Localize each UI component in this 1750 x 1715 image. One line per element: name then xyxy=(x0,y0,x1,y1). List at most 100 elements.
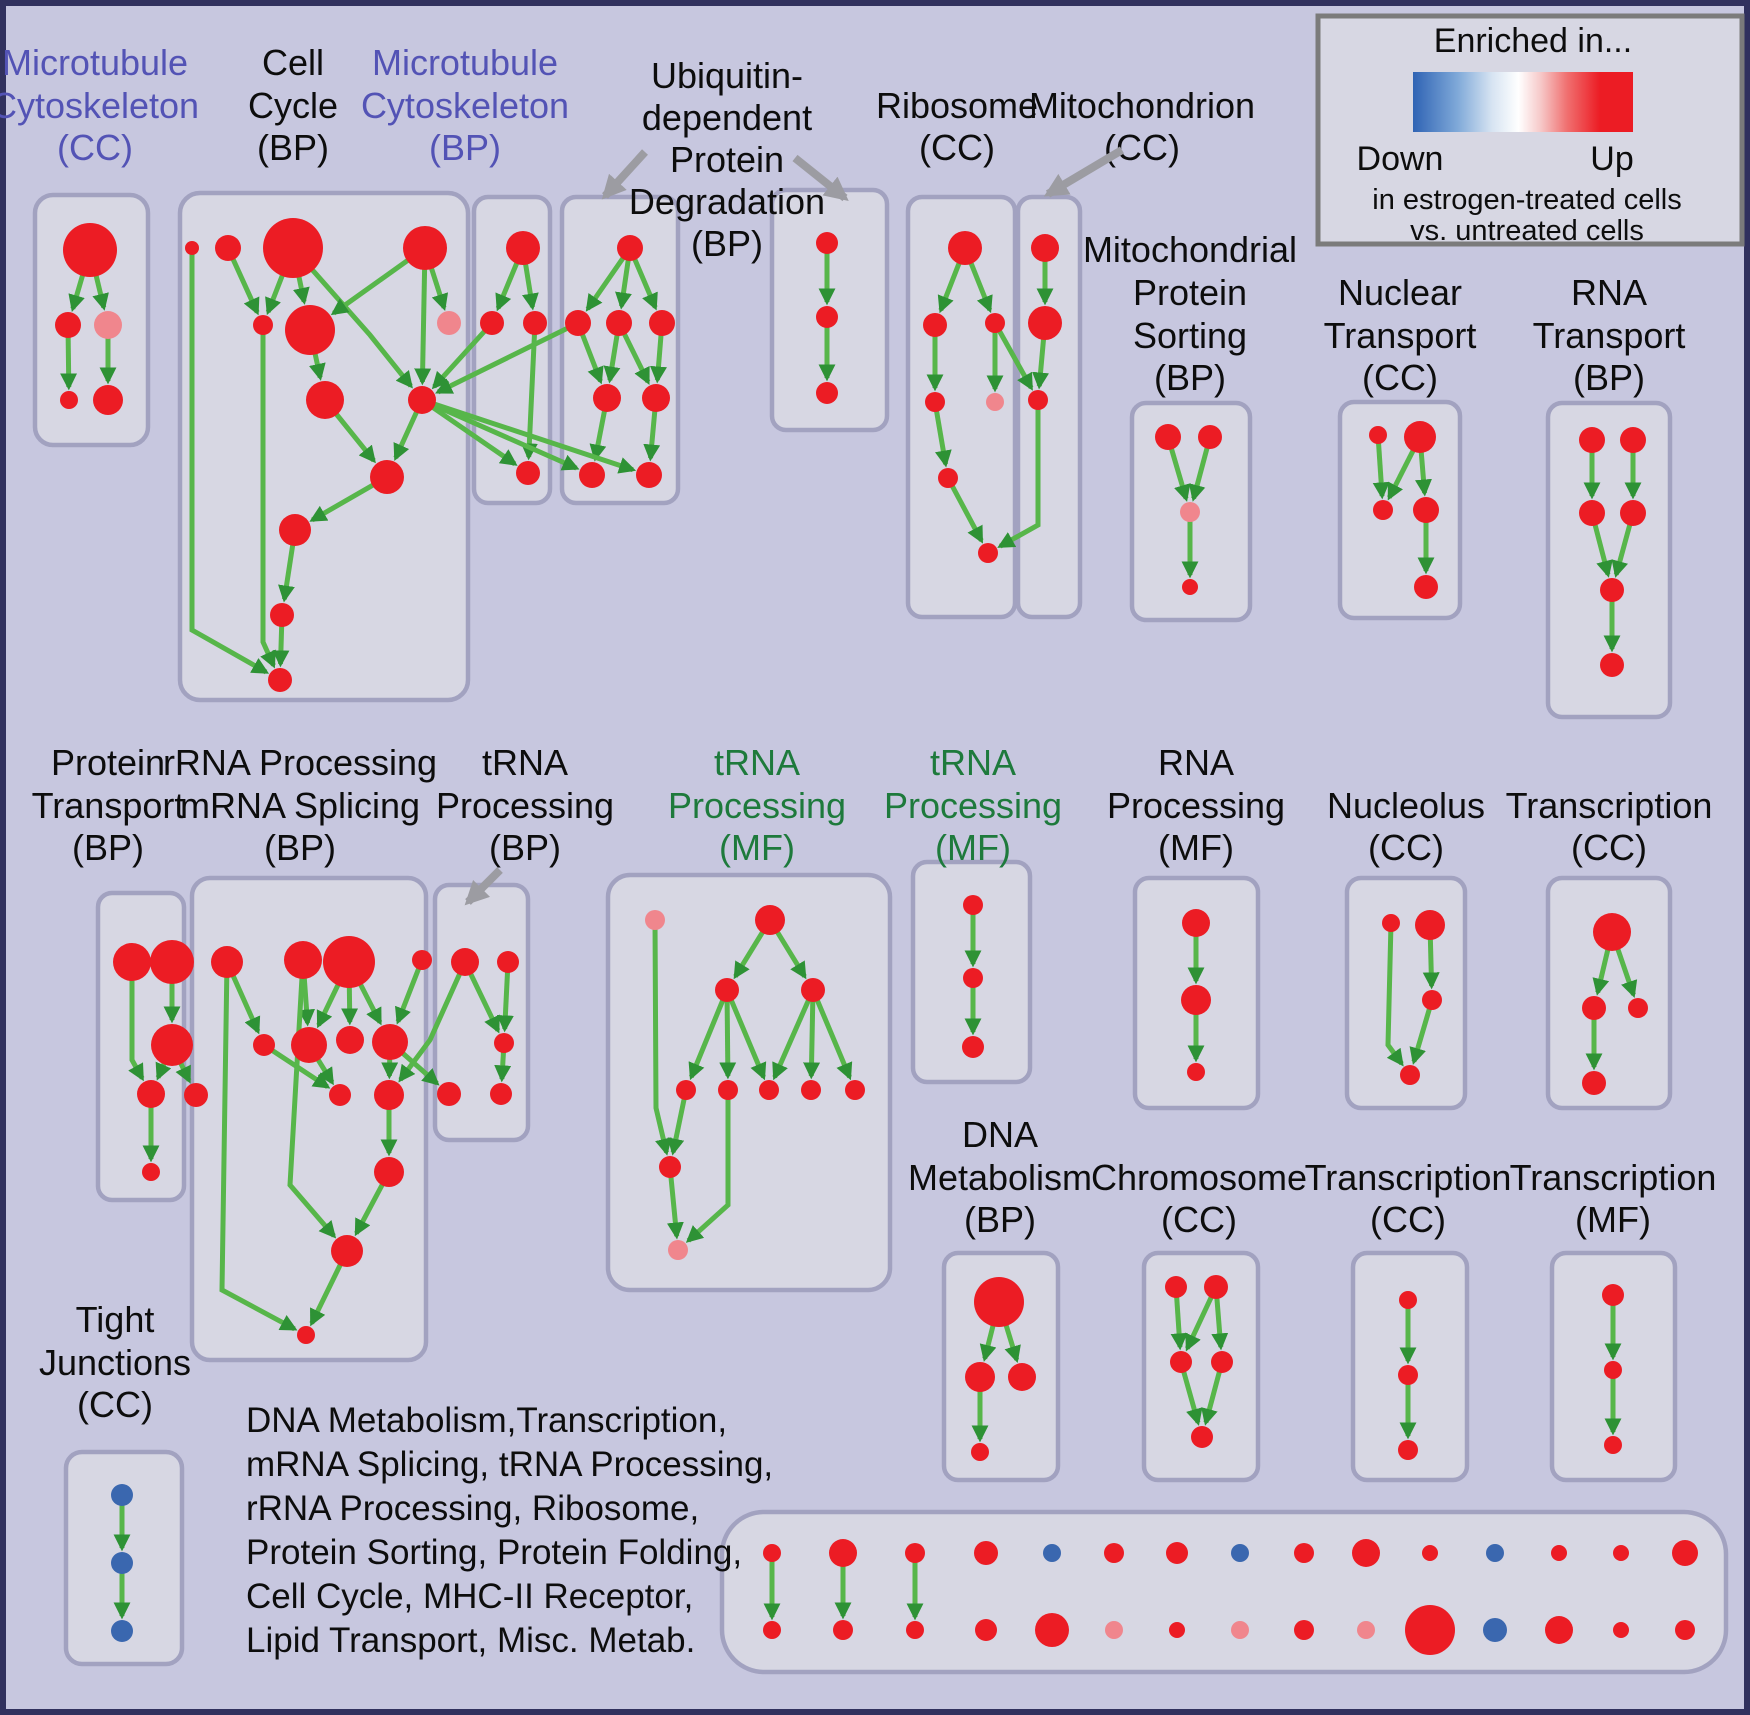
go-term-node xyxy=(971,1443,989,1461)
cluster-label: Transcription xyxy=(1506,785,1713,826)
edge xyxy=(219,961,298,1332)
go-term-node xyxy=(715,978,739,1002)
go-term-node xyxy=(523,311,547,335)
cluster-label: (BP) xyxy=(1573,357,1645,398)
go-term-node xyxy=(1415,910,1445,940)
cluster-label: Processing xyxy=(436,785,614,826)
go-term-node xyxy=(974,1277,1024,1327)
legend-subtitle-line2: vs. untreated cells xyxy=(1410,215,1644,247)
go-term-node xyxy=(1028,306,1062,340)
cluster-label: Cytoskeleton xyxy=(0,85,199,126)
edge xyxy=(803,989,821,1080)
cluster-label: tRNA xyxy=(482,742,568,783)
go-term-node xyxy=(1035,1613,1069,1647)
cluster-label: (MF) xyxy=(719,827,795,868)
ubiquitin-label: (BP) xyxy=(691,223,763,264)
go-term-node xyxy=(978,543,998,563)
go-term-node xyxy=(1294,1543,1314,1563)
edge xyxy=(667,1089,689,1156)
go-term-node xyxy=(1672,1540,1698,1566)
go-term-node xyxy=(331,1235,363,1267)
go-term-node xyxy=(617,235,643,261)
go-term-node xyxy=(253,315,273,335)
go-term-node xyxy=(593,384,621,412)
go-term-node xyxy=(649,310,675,336)
go-term-node xyxy=(270,603,294,627)
cluster-label: Transport xyxy=(1324,315,1477,356)
go-term-node xyxy=(94,311,122,339)
go-term-node xyxy=(437,1082,461,1106)
misc-categories-text: mRNA Splicing, tRNA Processing, xyxy=(246,1445,773,1484)
go-term-node xyxy=(1545,1616,1573,1644)
cluster-label: (BP) xyxy=(489,827,561,868)
go-term-node xyxy=(965,1362,995,1392)
go-term-node xyxy=(1231,1544,1249,1562)
layer-nodes xyxy=(55,218,1698,1655)
go-term-node xyxy=(923,313,947,337)
cluster-label: Transport xyxy=(32,785,185,826)
cluster-box-dna_met xyxy=(941,1250,1061,1483)
go-term-node xyxy=(1398,1440,1418,1460)
go-term-node xyxy=(336,1026,364,1054)
go-term-node xyxy=(1582,1071,1606,1095)
cluster-label: (CC) xyxy=(1362,357,1438,398)
cluster-label: Processing xyxy=(884,785,1062,826)
go-term-node xyxy=(676,1080,696,1100)
cluster-label: Cycle xyxy=(248,85,338,126)
cluster-label: Transport xyxy=(1533,315,1686,356)
cluster-label: (CC) xyxy=(1368,827,1444,868)
go-term-node xyxy=(55,312,81,338)
edge xyxy=(395,959,425,1025)
go-term-node xyxy=(451,948,479,976)
go-term-node xyxy=(370,460,404,494)
layer-boxes xyxy=(32,187,1729,1675)
cluster-label: Processing xyxy=(1107,785,1285,826)
go-term-node xyxy=(1422,1545,1438,1561)
go-term-node xyxy=(1604,1436,1622,1454)
legend-gradient-bar xyxy=(1413,72,1633,132)
edge xyxy=(398,960,468,1083)
go-term-node xyxy=(1182,579,1198,595)
edge xyxy=(291,246,413,389)
cluster-label: Ribosome xyxy=(876,85,1038,126)
go-term-node xyxy=(142,1163,160,1181)
go-term-node xyxy=(938,468,958,488)
go-term-node xyxy=(1357,1621,1375,1639)
go-term-node xyxy=(763,1544,781,1562)
misc-cluster-box xyxy=(719,1509,1729,1675)
cluster-box-nuc_t xyxy=(1337,399,1463,621)
go-term-node xyxy=(113,943,151,981)
cluster-label: Junctions xyxy=(39,1342,191,1383)
go-term-node xyxy=(437,311,461,335)
go-term-node xyxy=(1187,1063,1205,1081)
go-term-node xyxy=(291,1027,327,1063)
edge xyxy=(431,321,494,390)
edge xyxy=(420,397,518,466)
cluster-label: Transcription xyxy=(1305,1157,1512,1198)
go-term-node xyxy=(1155,424,1181,450)
go-term-node xyxy=(494,1033,514,1053)
go-term-node xyxy=(1604,1361,1622,1379)
cluster-label: (MF) xyxy=(1575,1199,1651,1240)
cluster-label: (BP) xyxy=(257,127,329,168)
go-term-node xyxy=(374,1157,404,1187)
edge xyxy=(1409,999,1435,1065)
go-term-node xyxy=(372,1024,408,1060)
edge xyxy=(128,962,145,1082)
go-term-node xyxy=(111,1552,133,1574)
ubiquitin-label: Degradation xyxy=(629,181,825,222)
go-term-node xyxy=(1551,1545,1567,1561)
go-term-node xyxy=(1413,497,1439,523)
go-term-node xyxy=(974,1541,998,1565)
cluster-label: Processing xyxy=(668,785,846,826)
go-term-node xyxy=(645,910,665,930)
go-term-node xyxy=(1399,1291,1417,1309)
pointer-arrow-icon xyxy=(792,154,849,202)
go-term-node xyxy=(1031,234,1059,262)
misc-categories-text: Lipid Transport, Misc. Metab. xyxy=(246,1621,695,1660)
edge xyxy=(666,1166,684,1240)
go-term-node xyxy=(906,1621,924,1639)
go-term-node xyxy=(1294,1620,1314,1640)
edge xyxy=(945,476,984,544)
